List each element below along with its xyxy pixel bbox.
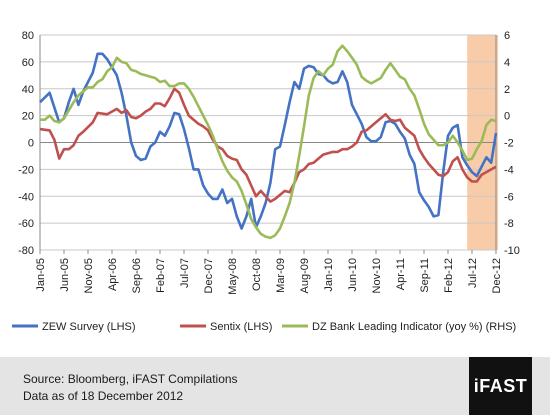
right-tick-label: -8 [504,218,514,230]
x-tick-label: Feb-07 [155,258,167,293]
legend-label: Sentix (LHS) [210,321,272,333]
x-tick-label: Feb-12 [443,258,455,293]
x-tick-label: Sep-11 [419,258,431,293]
source-line: Source: Bloomberg, iFAST Compilations [23,372,238,386]
left-tick-label: 20 [22,111,34,123]
date-line: Data as of 18 December 2012 [23,389,184,403]
right-tick-label: -10 [504,245,520,257]
left-tick-label: 60 [22,57,34,69]
x-tick-label: Jun-05 [59,258,71,292]
x-tick-label: Jul-12 [467,258,479,288]
x-tick-label: Jun-10 [347,258,359,292]
series-line-dz-bank [40,44,497,240]
x-tick-label: Dec-07 [203,258,215,293]
footer: Source: Bloomberg, iFAST Compilations Da… [0,357,550,415]
series-line-sentix [39,87,497,203]
chart-svg: 806040200-20-40-60-806420-2-4-6-8-10Jan-… [12,30,520,333]
right-tick-label: -2 [504,138,514,150]
right-tick-label: 2 [504,84,510,96]
right-tick-label: 4 [504,57,510,69]
ifast-logo: iFAST [469,357,532,415]
source-note: Source: Bloomberg, iFAST Compilations Da… [23,371,238,405]
x-tick-label: Dec-12 [491,258,503,293]
right-tick-label: -4 [504,164,514,176]
left-tick-label: -40 [18,191,34,203]
x-tick-label: Jan-10 [323,258,335,292]
left-tick-label: 40 [22,84,34,96]
right-tick-label: 0 [504,111,510,123]
left-tick-label: 0 [28,138,34,150]
x-tick-label: Nov-05 [83,258,95,293]
x-tick-label: Sep-06 [131,258,143,293]
x-tick-label: Aug-09 [299,258,311,293]
left-tick-label: -60 [18,218,34,230]
x-tick-label: Jan-05 [35,258,47,292]
right-tick-label: -6 [504,191,514,203]
x-tick-label: Mar-09 [275,258,287,293]
left-tick-label: -80 [18,245,34,257]
left-tick-label: -20 [18,164,34,176]
x-tick-label: Apr-06 [107,258,119,291]
x-tick-label: Oct-08 [251,258,263,291]
x-tick-label: Jul-07 [179,258,191,288]
legend-label: DZ Bank Leading Indicator (yoy %) (RHS) [312,321,516,333]
legend-label: ZEW Survey (LHS) [42,321,136,333]
x-tick-label: Nov-10 [371,258,383,293]
x-tick-label: May-08 [227,258,239,295]
x-tick-label: Apr-11 [395,258,407,290]
left-tick-label: 80 [22,30,34,42]
series-line-zew [39,52,498,230]
right-tick-label: 6 [504,30,510,42]
